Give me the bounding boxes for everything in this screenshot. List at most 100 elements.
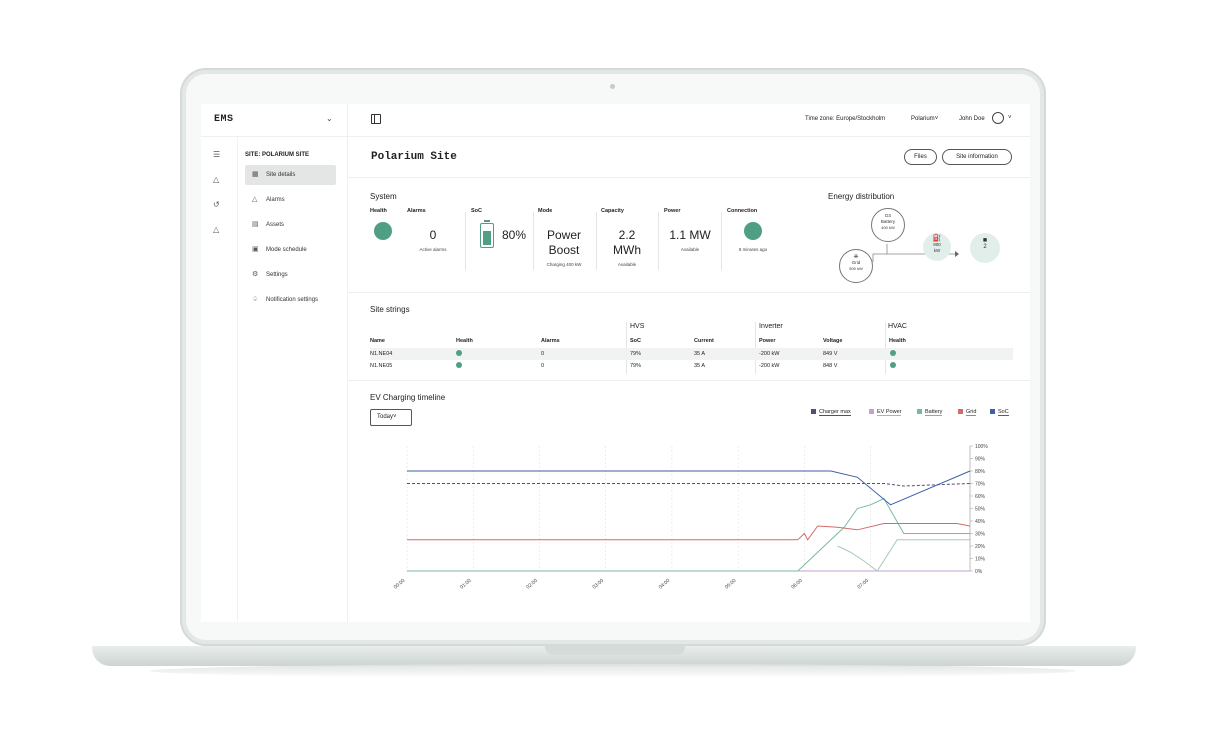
- legend-label: SoC: [998, 409, 1009, 416]
- mode-sub: Charging 400 kW: [546, 262, 582, 267]
- y-tick-label: 70%: [975, 482, 986, 488]
- sidebar-item-alarms[interactable]: △ Alarms: [245, 190, 336, 210]
- ev-node[interactable]: ■ 2: [970, 233, 1000, 263]
- row2-name[interactable]: N1.NE05: [370, 363, 393, 369]
- row1-power: -200 kW: [759, 351, 780, 357]
- x-tick-label: 05:00: [724, 578, 738, 591]
- stat-divider: [721, 212, 722, 270]
- org-selector[interactable]: Polarium˅: [911, 116, 938, 122]
- grid-node-value: 500 kW: [849, 266, 863, 271]
- legend-swatch: [869, 409, 874, 415]
- alarms-value: 0: [429, 228, 437, 242]
- row1-name[interactable]: N1.NE04: [370, 351, 393, 357]
- row2-alarms: 0: [541, 363, 545, 369]
- sidebar-item-site-details[interactable]: ▦ Site details: [245, 165, 336, 185]
- col-soc: SoC: [630, 338, 641, 344]
- legend-ev-power[interactable]: EV Power: [869, 409, 902, 416]
- capacity-label: Capacity: [601, 208, 624, 214]
- x-tick-label: 02:00: [525, 578, 539, 591]
- timezone-label: Time zone: Europe/Stockholm: [805, 116, 886, 122]
- x-tick-label: 06:00: [790, 578, 804, 591]
- row1-voltage: 849 V: [823, 351, 838, 357]
- arrow-right-icon: [955, 251, 959, 257]
- charger-node[interactable]: ⛽ 900 kW: [923, 233, 951, 261]
- y-tick-label: 10%: [975, 557, 986, 563]
- sidebar-item-assets[interactable]: ▤ Assets: [245, 215, 336, 235]
- x-tick-label: 01:00: [459, 578, 473, 591]
- ev-timeline-title: EV Charging timeline: [370, 393, 446, 402]
- mode-label: Mode: [538, 208, 553, 214]
- app-switcher-chevron-icon[interactable]: ⌄: [326, 114, 333, 123]
- battery-fill: [483, 231, 491, 245]
- files-button[interactable]: Files: [904, 149, 937, 165]
- battery-node-value: 400 kW: [881, 225, 895, 230]
- alert-triangle-icon[interactable]: △: [213, 175, 220, 184]
- stat-divider: [596, 212, 597, 270]
- row2-hvac-health-dot: [890, 362, 896, 368]
- x-tick-label: 00:00: [393, 578, 407, 591]
- mode-value-line2: Boost: [548, 243, 580, 257]
- alert-triangle-icon: △: [252, 196, 258, 203]
- hvs-group-header: HVS: [630, 323, 645, 330]
- grid-node[interactable]: ⎈ Grid 500 kW: [839, 249, 873, 283]
- health-status-dot: [374, 222, 392, 240]
- section-divider: [348, 292, 1030, 293]
- x-tick-label: 04:00: [658, 578, 672, 591]
- col-hvac-health: Health: [889, 338, 906, 344]
- legend-battery[interactable]: Battery: [917, 409, 943, 416]
- legend-soc[interactable]: SoC: [990, 409, 1009, 416]
- connection-sub: 8 minutes ago: [738, 247, 768, 252]
- power-value: 1.1 MW: [669, 228, 711, 242]
- menu-list-icon[interactable]: ☰: [213, 150, 221, 159]
- chevron-down-icon: ˅: [934, 116, 939, 122]
- legend-swatch: [958, 409, 963, 415]
- legend-swatch: [990, 409, 995, 415]
- battery-node[interactable]: D3 Battery 400 kW: [871, 208, 905, 242]
- row2-voltage: 848 V: [823, 363, 838, 369]
- user-menu-chevron-icon[interactable]: ˅: [1008, 115, 1012, 121]
- site-information-button[interactable]: Site information: [942, 149, 1012, 165]
- x-tick-label: 03:00: [592, 578, 606, 591]
- site-label: SITE: POLARIUM SITE: [245, 152, 310, 158]
- col-health: Health: [456, 338, 473, 344]
- warning-icon[interactable]: △: [213, 225, 220, 234]
- health-label: Health: [370, 208, 387, 214]
- page-title: Polarium Site: [371, 151, 457, 163]
- history-icon[interactable]: ↺: [213, 200, 220, 209]
- y-tick-label: 60%: [975, 494, 986, 500]
- y-tick-label: 30%: [975, 532, 986, 538]
- ev-charging-chart: 00:00 01:00 02:00 03:00 04:00 05:00 06:00 07:00…: [393, 444, 989, 591]
- row2-health-dot: [456, 362, 462, 368]
- legend-grid[interactable]: Grid: [958, 409, 977, 416]
- charger-node-value: 900: [933, 242, 941, 247]
- legend-swatch: [917, 409, 922, 415]
- connection-status-dot: [744, 222, 762, 240]
- power-sub: Available: [680, 247, 700, 252]
- charger-icon: ⛽: [932, 235, 942, 242]
- sidebar-item-mode-schedule[interactable]: ▣ Mode schedule: [245, 240, 336, 260]
- system-title: System: [370, 192, 397, 201]
- sidebar-item-label: Site details: [266, 172, 296, 178]
- legend-label: Grid: [966, 409, 977, 416]
- user-avatar-icon[interactable]: [992, 112, 1004, 124]
- site-strings-title: Site strings: [370, 305, 410, 314]
- col-power: Power: [759, 338, 776, 344]
- sidebar-item-notification-settings[interactable]: ♤ Notification settings: [245, 290, 336, 310]
- sidebar-toggle-icon[interactable]: [371, 114, 381, 124]
- y-tick-label: 100%: [975, 444, 988, 450]
- col-name: Name: [370, 338, 385, 344]
- row1-health-dot: [456, 350, 462, 356]
- laptop-notch: [545, 646, 685, 655]
- legend-charger-max[interactable]: Charger max: [811, 409, 851, 416]
- user-name[interactable]: John Doe: [959, 116, 985, 122]
- range-dropdown[interactable]: Today˅: [370, 409, 412, 426]
- sidebar-item-label: Notification settings: [266, 297, 319, 303]
- y-tick-label: 90%: [975, 457, 986, 463]
- sidebar-item-settings[interactable]: ⚙ Settings: [245, 265, 336, 285]
- app-screen: EMS ⌄ Time zone: Europe/Stockholm Polari…: [201, 104, 1030, 622]
- y-tick-label: 50%: [975, 507, 986, 513]
- table-row-highlight: [370, 348, 1013, 360]
- stat-divider: [465, 212, 466, 270]
- chevron-down-icon: ˅: [393, 414, 397, 420]
- range-value: Today: [377, 414, 394, 420]
